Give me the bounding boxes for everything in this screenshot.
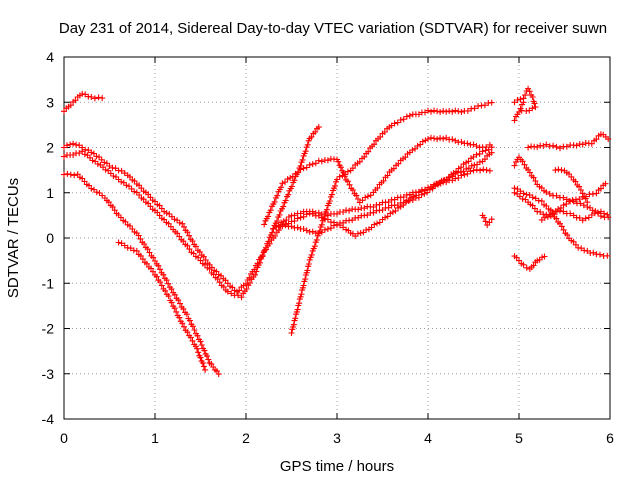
x-axis-label: GPS time / hours [280, 458, 394, 475]
data-series [61, 85, 612, 378]
y-tick-label: 0 [46, 230, 54, 246]
x-tick-label: 1 [151, 430, 159, 446]
series-8-markers [261, 134, 493, 228]
series-9-markers [270, 166, 493, 240]
y-tick-label: -2 [42, 321, 55, 337]
series-11-markers [525, 131, 612, 152]
series-1-markers [61, 90, 106, 115]
series-19-markers [538, 207, 611, 224]
series-12 [511, 85, 539, 114]
chart-title: Day 231 of 2014, Sidereal Day-to-day VTE… [59, 20, 607, 37]
y-axis-label: SDTVAR / TECUs [5, 178, 22, 298]
series-13-markers [511, 99, 527, 124]
y-tick-label: 1 [46, 185, 54, 201]
series-11 [525, 131, 612, 152]
series-1 [61, 90, 106, 115]
x-axis: 0 1 2 3 4 5 6 [60, 57, 614, 446]
series-12-markers [511, 85, 539, 114]
series-10-markers [479, 212, 495, 229]
series-10 [479, 212, 495, 229]
x-tick-label: 4 [424, 430, 432, 446]
series-15-markers [511, 185, 611, 259]
series-6 [288, 99, 495, 336]
series-5 [115, 239, 209, 373]
y-tick-label: 2 [46, 140, 54, 156]
x-tick-label: 6 [606, 430, 614, 446]
grid [64, 57, 610, 419]
y-tick-label: 3 [46, 94, 54, 110]
x-tick-label: 3 [333, 430, 341, 446]
series-19 [538, 207, 611, 224]
series-5-markers [115, 239, 209, 373]
series-18-markers [511, 253, 548, 272]
y-axis: -4 -3 -2 -1 0 1 2 3 4 [42, 49, 610, 427]
y-tick-label: -4 [42, 411, 55, 427]
series-17-markers [552, 166, 591, 206]
x-tick-label: 5 [515, 430, 523, 446]
series-6-markers [288, 99, 495, 336]
series-13 [511, 99, 527, 124]
series-9 [270, 166, 493, 240]
y-tick-label: -3 [42, 366, 55, 382]
series-8 [261, 134, 493, 228]
x-tick-label: 2 [242, 430, 250, 446]
series-15 [511, 185, 611, 259]
y-tick-label: 4 [46, 49, 54, 65]
x-tick-label: 0 [60, 430, 68, 446]
series-17 [552, 166, 591, 206]
series-4 [61, 170, 222, 378]
y-tick-label: -1 [42, 275, 55, 291]
series-18 [511, 253, 548, 272]
series-4-markers [61, 170, 222, 378]
